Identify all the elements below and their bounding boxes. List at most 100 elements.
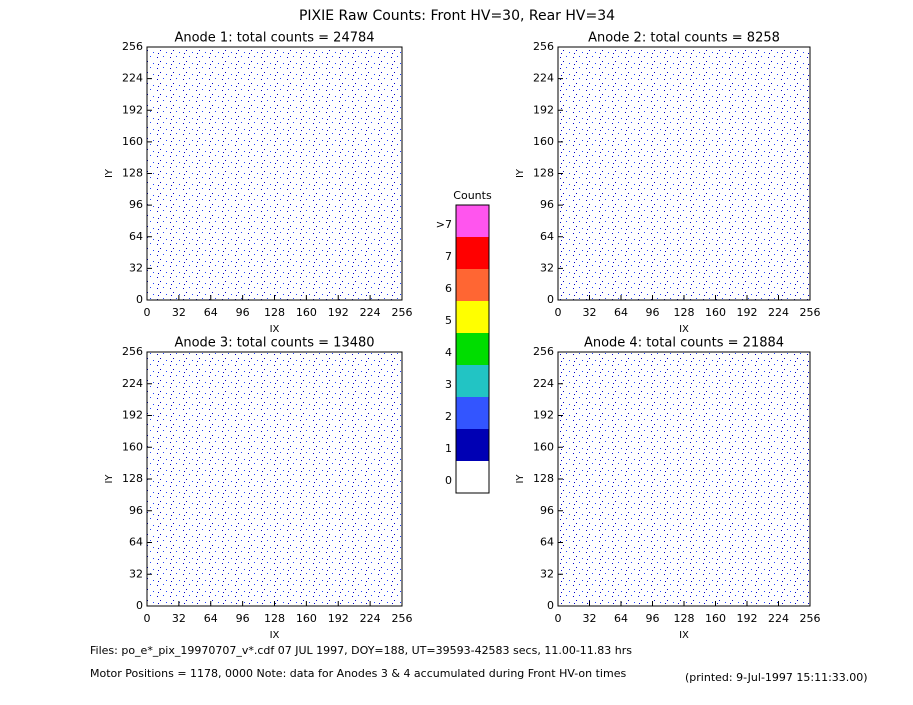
x-tick-label: 32 — [583, 612, 597, 625]
x-tick-label: 256 — [392, 306, 413, 319]
x-tick-label: 160 — [705, 306, 726, 319]
footer-motor: Motor Positions = 1178, 0000 Note: data … — [90, 667, 626, 680]
x-tick-label: 160 — [705, 612, 726, 625]
x-tick-label: 256 — [800, 612, 821, 625]
plot-area — [558, 352, 810, 606]
y-tick-label: 64 — [540, 536, 554, 549]
color-box — [456, 205, 489, 237]
x-tick-label: 96 — [646, 306, 660, 319]
footer-printed: (printed: 9-Jul-1997 15:11:33.00) — [685, 671, 868, 684]
x-axis-label: IX — [679, 630, 689, 641]
x-tick-label: 0 — [144, 306, 151, 319]
x-tick-label: 128 — [674, 612, 695, 625]
y-tick-label: 256 — [533, 345, 554, 358]
x-tick-label: 192 — [328, 612, 349, 625]
x-tick-label: 0 — [555, 306, 562, 319]
x-tick-label: 256 — [392, 612, 413, 625]
x-tick-label: 64 — [614, 612, 628, 625]
y-tick-label: 96 — [129, 504, 143, 517]
plot-title: Anode 2: total counts = 8258 — [588, 31, 780, 46]
plot-title: Anode 3: total counts = 13480 — [174, 336, 374, 351]
y-tick-label: 96 — [129, 198, 143, 211]
x-tick-label: 64 — [614, 306, 628, 319]
color-box — [456, 237, 489, 269]
x-tick-label: 128 — [264, 306, 285, 319]
y-axis-label: IY — [515, 474, 526, 484]
y-tick-label: 0 — [136, 293, 143, 306]
color-box — [456, 461, 489, 493]
x-tick-label: 256 — [800, 306, 821, 319]
x-tick-label: 224 — [768, 612, 789, 625]
x-tick-label: 192 — [737, 306, 758, 319]
color-box — [456, 269, 489, 301]
y-tick-label: 96 — [540, 198, 554, 211]
x-tick-label: 224 — [768, 306, 789, 319]
y-tick-label: 192 — [533, 103, 554, 116]
y-tick-label: 224 — [122, 377, 143, 390]
y-tick-label: 32 — [540, 567, 554, 580]
colorbar-label: 1 — [445, 442, 452, 455]
color-box — [456, 301, 489, 333]
x-tick-label: 32 — [583, 306, 597, 319]
x-tick-label: 0 — [555, 612, 562, 625]
y-tick-label: 224 — [122, 72, 143, 85]
y-tick-label: 256 — [122, 345, 143, 358]
figure-title: PIXIE Raw Counts: Front HV=30, Rear HV=3… — [299, 8, 615, 24]
footer-files: Files: po_e*_pix_19970707_v*.cdf 07 JUL … — [90, 644, 632, 657]
y-axis-label: IY — [104, 474, 115, 484]
colorbar-frame — [455, 204, 490, 494]
x-tick-label: 128 — [674, 306, 695, 319]
colorbar-label: 7 — [445, 250, 452, 263]
plot-area — [147, 352, 402, 606]
y-axis-label: IY — [515, 168, 526, 178]
colorbar-label: 2 — [445, 410, 452, 423]
y-tick-label: 128 — [122, 472, 143, 485]
y-tick-label: 256 — [122, 40, 143, 53]
colorbar-label: 6 — [445, 282, 452, 295]
x-tick-label: 224 — [360, 306, 381, 319]
plot-title: Anode 1: total counts = 24784 — [174, 31, 374, 46]
y-tick-label: 0 — [547, 293, 554, 306]
color-box — [456, 333, 489, 365]
y-tick-label: 32 — [129, 261, 143, 274]
y-tick-label: 32 — [540, 261, 554, 274]
x-tick-label: 160 — [296, 306, 317, 319]
y-axis-label: IY — [104, 168, 115, 178]
x-tick-label: 64 — [204, 612, 218, 625]
y-tick-label: 128 — [122, 167, 143, 180]
x-tick-label: 32 — [172, 306, 186, 319]
x-axis-label: IX — [270, 630, 280, 641]
y-tick-label: 224 — [533, 377, 554, 390]
color-box — [456, 397, 489, 429]
y-tick-label: 0 — [547, 599, 554, 612]
y-tick-label: 64 — [540, 230, 554, 243]
x-tick-label: 96 — [236, 612, 250, 625]
y-tick-label: 224 — [533, 72, 554, 85]
colorbar-label: 0 — [445, 474, 452, 487]
colorbar-label: >7 — [436, 218, 452, 231]
y-tick-label: 96 — [540, 504, 554, 517]
y-tick-label: 160 — [122, 135, 143, 148]
x-tick-label: 64 — [204, 306, 218, 319]
x-axis-label: IX — [679, 324, 689, 335]
plot-area — [558, 47, 810, 300]
color-box — [456, 429, 489, 461]
y-tick-label: 160 — [533, 440, 554, 453]
x-tick-label: 192 — [328, 306, 349, 319]
x-tick-label: 224 — [360, 612, 381, 625]
y-tick-label: 64 — [129, 230, 143, 243]
y-tick-label: 192 — [533, 409, 554, 422]
y-tick-label: 0 — [136, 599, 143, 612]
y-tick-label: 256 — [533, 40, 554, 53]
y-tick-label: 64 — [129, 536, 143, 549]
color-box — [456, 365, 489, 397]
x-tick-label: 192 — [737, 612, 758, 625]
y-tick-label: 192 — [122, 103, 143, 116]
x-tick-label: 96 — [236, 306, 250, 319]
colorbar-label: 3 — [445, 378, 452, 391]
y-tick-label: 160 — [533, 135, 554, 148]
x-tick-label: 0 — [144, 612, 151, 625]
x-tick-label: 160 — [296, 612, 317, 625]
